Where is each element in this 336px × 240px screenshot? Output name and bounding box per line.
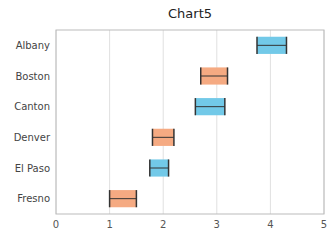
category-label: Denver (14, 132, 51, 143)
tick-label: 2 (160, 219, 166, 230)
marks (110, 37, 287, 208)
range-line (152, 137, 173, 138)
title: Chart5 (168, 6, 212, 21)
category-label: Boston (15, 71, 50, 82)
grid-line (163, 30, 164, 214)
range-line (195, 106, 224, 107)
tick-label: 1 (106, 219, 112, 230)
range-cap-high (173, 129, 175, 146)
range-cap-low (200, 67, 202, 84)
tick-label: 0 (53, 219, 59, 230)
range-cap-high (168, 159, 170, 176)
category-label: Fresno (17, 193, 50, 204)
category-label: Albany (16, 40, 50, 51)
range-box (257, 37, 286, 54)
range-line (201, 76, 228, 77)
range-cap-high (286, 37, 288, 54)
tick-label: 5 (321, 219, 327, 230)
chart: Chart5 0 1 2 3 4 5 Albany Boston Canton Denver El P… (0, 0, 336, 240)
range-cap-low (256, 37, 258, 54)
category-label: El Paso (15, 163, 50, 174)
range-cap-low (152, 129, 154, 146)
range-box (195, 98, 224, 115)
range-box (110, 190, 137, 207)
grid-line (109, 30, 110, 214)
range-cap-high (227, 67, 229, 84)
range-line (110, 198, 137, 199)
range-line (150, 168, 169, 169)
range-cap-low (149, 159, 151, 176)
tick-label: 3 (214, 219, 220, 230)
range-cap-low (109, 190, 111, 207)
grid-line (270, 30, 271, 214)
category-label: Canton (14, 101, 50, 112)
range-box (152, 129, 173, 146)
plot-frame (56, 30, 324, 214)
grid-line (216, 30, 217, 214)
range-cap-high (136, 190, 138, 207)
tick-label: 4 (267, 219, 273, 230)
range-cap-high (224, 98, 226, 115)
range-box (201, 67, 228, 84)
range-cap-low (195, 98, 197, 115)
range-box (150, 159, 169, 176)
range-line (257, 45, 286, 46)
